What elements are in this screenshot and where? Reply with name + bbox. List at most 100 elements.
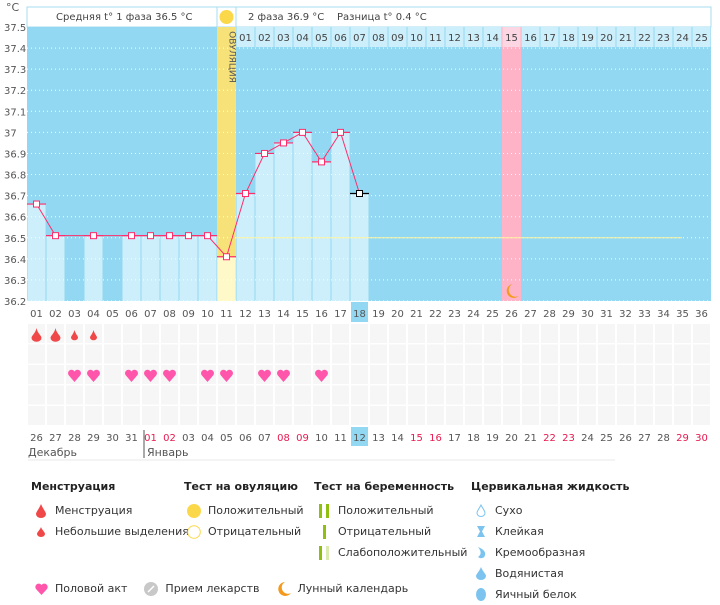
next-cycle-day: 12 [448, 33, 461, 44]
icon-cell [579, 324, 596, 343]
next-cycle-day-cell [654, 27, 673, 47]
icon-cell [313, 385, 330, 405]
next-cycle-day-cell [369, 27, 388, 47]
calendar-date: 03 [182, 433, 195, 444]
next-cycle-day-cell [635, 27, 654, 47]
calendar-date: 01 [144, 433, 157, 444]
ovulation-sun-icon [219, 10, 234, 24]
icon-cell [693, 324, 710, 343]
temperature-bar [293, 132, 312, 301]
icon-cell [408, 324, 425, 343]
icon-cell [617, 365, 634, 384]
next-cycle-day: 05 [315, 33, 328, 44]
next-cycle-day-cell [445, 27, 464, 47]
calendar-date: 22 [543, 433, 556, 444]
next-cycle-day-cell [616, 27, 635, 47]
icon-cell [142, 406, 159, 425]
temperature-point [33, 200, 40, 208]
legend-title: Менструация [31, 480, 116, 493]
temperature-bar [236, 193, 255, 301]
cycle-day-label: 01 [30, 309, 43, 320]
cycle-day-label: 19 [372, 309, 385, 320]
legend-pregnancy-test: Тест на беременность Положительный Отриц… [314, 480, 467, 563]
heart-icon [125, 369, 138, 382]
icon-cell [484, 385, 501, 405]
moon-icon [506, 284, 519, 298]
icon-cell [655, 406, 672, 425]
y-tick-label: 36.9 [4, 149, 26, 160]
icon-cell [579, 406, 596, 425]
calendar-date: 02 [163, 433, 176, 444]
calendar-date: 05 [220, 433, 233, 444]
icon-cell [541, 324, 558, 343]
icon-cell [104, 406, 121, 425]
icon-cell [180, 324, 197, 343]
legend-label: Лунный календарь [297, 582, 409, 595]
icon-cell [85, 385, 102, 405]
cycle-day-label: 22 [429, 309, 442, 320]
icon-cell [351, 324, 368, 343]
today-highlight [351, 302, 368, 322]
cycle-day-label: 02 [49, 309, 62, 320]
icon-cell [237, 324, 254, 343]
icon-cell [560, 385, 577, 405]
icon-cell [218, 344, 235, 364]
icon-cell [541, 385, 558, 405]
heart-icon [277, 369, 290, 382]
cycle-day-label: 35 [676, 309, 689, 320]
next-cycle-day: 13 [467, 33, 480, 44]
moon-icon [274, 581, 294, 596]
icon-cell [123, 385, 140, 405]
unit-label: °C [6, 1, 20, 14]
legend-title: Тест на беременность [314, 480, 455, 493]
icon-cell [104, 324, 121, 343]
icon-cell [180, 344, 197, 364]
icon-cell [503, 344, 520, 364]
month-label: Январь [147, 446, 189, 459]
next-cycle-day: 23 [657, 33, 670, 44]
icon-cell [161, 385, 178, 405]
legend-label: Менструация [55, 504, 133, 517]
y-tick-label: 36.2 [4, 297, 26, 308]
next-cycle-day-cell [578, 27, 597, 47]
y-tick-label: 37 [4, 128, 17, 139]
temperature-point [299, 128, 306, 136]
temperature-point [147, 232, 154, 240]
legend-label: Положительный [208, 504, 304, 517]
icon-cell [123, 344, 140, 364]
icon-cell [484, 344, 501, 364]
icon-cell [389, 385, 406, 405]
icon-cell [484, 365, 501, 384]
calendar-date: 30 [106, 433, 119, 444]
icon-cell [465, 365, 482, 384]
next-cycle-day-cell [350, 27, 369, 47]
next-cycle-day: 10 [410, 33, 423, 44]
icon-cell [123, 406, 140, 425]
legend-label: Слабоположительный [338, 546, 468, 559]
temperature-point [242, 190, 249, 198]
icon-cell [579, 365, 596, 384]
cycle-day-label: 03 [68, 309, 81, 320]
icon-cell [256, 344, 273, 364]
icon-cell [674, 385, 691, 405]
cycle-day-label: 14 [277, 309, 290, 320]
icon-cell [427, 385, 444, 405]
next-cycle-day-cell [331, 27, 350, 47]
temperature-bar [179, 235, 198, 301]
cycle-day-label: 24 [467, 309, 480, 320]
icon-cell [180, 385, 197, 405]
temperature-point [90, 232, 97, 240]
legend-other: Половой акт Прием лекарств Лунный календ… [31, 578, 408, 599]
calendar-date: 14 [391, 433, 404, 444]
y-tick-label: 36.5 [4, 234, 26, 245]
icon-cell [446, 324, 463, 343]
next-cycle-day: 07 [353, 33, 366, 44]
temperature-point [204, 232, 211, 240]
icon-cell [408, 406, 425, 425]
icon-cell [541, 406, 558, 425]
calendar-date: 18 [467, 433, 480, 444]
y-tick-label: 36.6 [4, 213, 26, 224]
next-cycle-day: 14 [486, 33, 499, 44]
icon-cell [446, 385, 463, 405]
icon-cell [351, 365, 368, 384]
